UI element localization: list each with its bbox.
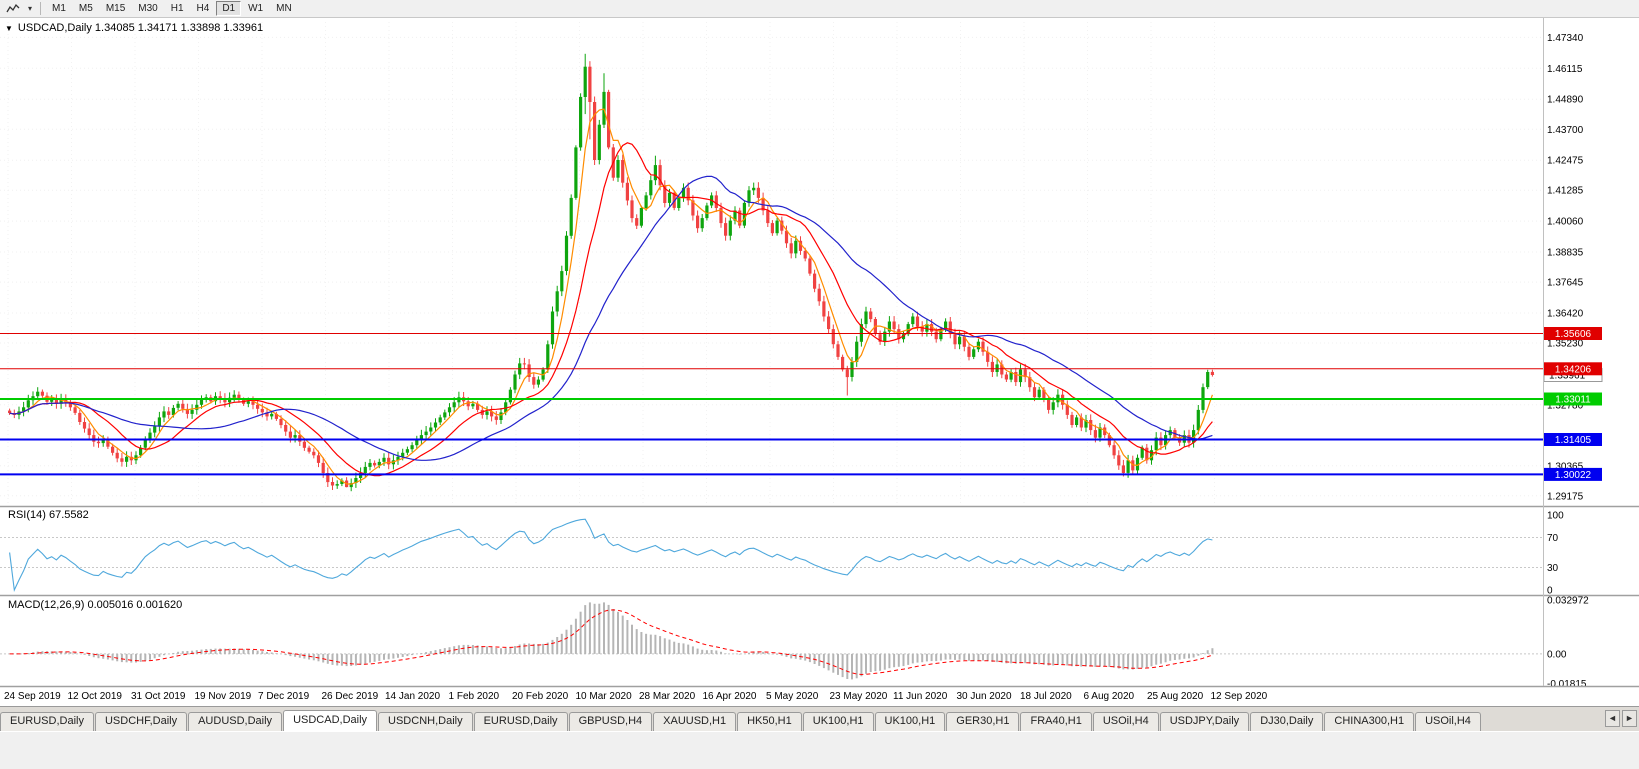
svg-text:19 Nov 2019: 19 Nov 2019 <box>195 691 252 702</box>
svg-text:0.032972: 0.032972 <box>1547 595 1589 606</box>
svg-text:70: 70 <box>1547 533 1559 544</box>
price-chart-svg[interactable]: 1.47340 1.46115 1.44890 1.43700 1.42475 1.412… <box>0 18 1639 706</box>
svg-text:0: 0 <box>1547 586 1553 597</box>
svg-text:MACD(12,26,9) 0.005016 0.00162: MACD(12,26,9) 0.005016 0.001620 <box>8 599 182 611</box>
tab-eurusd-daily[interactable]: EURUSD,Daily <box>473 712 568 731</box>
svg-text:1.35230: 1.35230 <box>1547 339 1584 350</box>
svg-text:1.29175: 1.29175 <box>1547 491 1584 502</box>
chart-canvas[interactable]: ▼ USDCAD,Daily 1.34085 1.34171 1.33898 1… <box>0 18 1639 706</box>
svg-text:14 Jan 2020: 14 Jan 2020 <box>385 691 440 702</box>
one-click-trading-arrow-icon[interactable]: ▼ <box>5 23 13 33</box>
svg-text:11 Jun 2020: 11 Jun 2020 <box>893 691 948 702</box>
toolbar-separator <box>40 2 41 15</box>
timeframe-button-group: M1 M5 M15 M30 H1 H4 D1 W1 MN <box>46 1 298 16</box>
svg-text:1.33961: 1.33961 <box>1549 371 1586 382</box>
svg-text:1.35606: 1.35606 <box>1555 329 1592 340</box>
svg-text:1.44890: 1.44890 <box>1547 95 1584 106</box>
svg-text:30 Jun 2020: 30 Jun 2020 <box>957 691 1012 702</box>
timeframe-button-mn[interactable]: MN <box>270 1 298 16</box>
svg-text:1.40060: 1.40060 <box>1547 217 1584 228</box>
tab-hk50-h1[interactable]: HK50,H1 <box>737 712 802 731</box>
svg-text:1.30022: 1.30022 <box>1555 470 1592 481</box>
tab-dj30-daily[interactable]: DJ30,Daily <box>1250 712 1324 731</box>
tab-usdjpy-daily[interactable]: USDJPY,Daily <box>1159 712 1250 731</box>
svg-text:25 Aug 2020: 25 Aug 2020 <box>1147 691 1204 702</box>
svg-text:1.32780: 1.32780 <box>1547 400 1584 411</box>
tab-audusd-daily[interactable]: AUDUSD,Daily <box>188 712 283 731</box>
tab-ger30-h1[interactable]: GER30,H1 <box>946 712 1020 731</box>
svg-text:100: 100 <box>1547 511 1564 522</box>
svg-text:1.42475: 1.42475 <box>1547 156 1584 167</box>
svg-text:1.36420: 1.36420 <box>1547 309 1584 320</box>
timeframe-button-m30[interactable]: M30 <box>132 1 163 16</box>
tab-uk100-h1[interactable]: UK100,H1 <box>802 712 874 731</box>
svg-text:RSI(14) 67.5582: RSI(14) 67.5582 <box>8 509 89 521</box>
caret-down-icon[interactable]: ▾ <box>27 4 32 13</box>
tab-gbpusd-h4[interactable]: GBPUSD,H4 <box>568 712 653 731</box>
timeframe-button-m5[interactable]: M5 <box>73 1 99 16</box>
svg-text:1.37645: 1.37645 <box>1547 278 1584 289</box>
timeframe-button-m15[interactable]: M15 <box>100 1 131 16</box>
tab-scroll-left-icon[interactable]: ◄ <box>1605 709 1620 727</box>
svg-text:12 Oct 2019: 12 Oct 2019 <box>68 691 123 702</box>
timeframe-button-h1[interactable]: H1 <box>165 1 190 16</box>
svg-text:1.31405: 1.31405 <box>1555 435 1592 446</box>
timeframe-button-h4[interactable]: H4 <box>191 1 216 16</box>
svg-text:1.33011: 1.33011 <box>1555 395 1591 406</box>
tab-list: EURUSD,Daily USDCHF,Daily AUDUSD,Daily USDC… <box>0 710 1482 731</box>
tab-scroll-arrows: ◄ ► <box>1603 707 1639 729</box>
tab-usdcnh-daily[interactable]: USDCNH,Daily <box>378 712 473 731</box>
chart-title-text: USDCAD,Daily 1.34085 1.34171 1.33898 1.3… <box>17 22 264 34</box>
top-toolbar: ▾ M1 M5 M15 M30 H1 H4 D1 W1 MN <box>0 0 1639 18</box>
svg-text:-0.01815: -0.01815 <box>1547 679 1587 690</box>
chart-line-icon[interactable] <box>2 0 24 17</box>
svg-text:5 May 2020: 5 May 2020 <box>766 691 819 702</box>
svg-text:16 Apr 2020: 16 Apr 2020 <box>703 691 757 702</box>
svg-text:1.30365: 1.30365 <box>1547 461 1584 472</box>
svg-text:10 Mar 2020: 10 Mar 2020 <box>576 691 633 702</box>
svg-text:28 Mar 2020: 28 Mar 2020 <box>639 691 696 702</box>
svg-text:30: 30 <box>1547 563 1559 574</box>
tab-usdchf-daily[interactable]: USDCHF,Daily <box>94 712 188 731</box>
tab-fra40-h1[interactable]: FRA40,H1 <box>1020 712 1092 731</box>
tab-usdcad-daily[interactable]: USDCAD,Daily <box>283 710 378 731</box>
svg-text:1.34206: 1.34206 <box>1555 364 1592 375</box>
tab-usoil-h4[interactable]: USOil,H4 <box>1415 712 1481 731</box>
svg-text:1.46115: 1.46115 <box>1547 64 1583 75</box>
svg-text:1.43700: 1.43700 <box>1547 125 1584 136</box>
tab-usoil-h4[interactable]: USOil,H4 <box>1092 712 1159 731</box>
svg-text:6 Aug 2020: 6 Aug 2020 <box>1084 691 1135 702</box>
svg-text:1.41285: 1.41285 <box>1547 186 1584 197</box>
svg-text:31 Oct 2019: 31 Oct 2019 <box>131 691 186 702</box>
chart-tab-bar: EURUSD,Daily USDCHF,Daily AUDUSD,Daily USDC… <box>0 706 1639 731</box>
svg-text:12 Sep 2020: 12 Sep 2020 <box>1211 691 1268 702</box>
svg-text:7 Dec 2019: 7 Dec 2019 <box>258 691 310 702</box>
tab-xauusd-h1[interactable]: XAUUSD,H1 <box>653 712 737 731</box>
svg-text:1.47340: 1.47340 <box>1547 33 1584 44</box>
chart-header: ▼ USDCAD,Daily 1.34085 1.34171 1.33898 1… <box>5 22 263 34</box>
svg-text:1.38835: 1.38835 <box>1547 248 1584 259</box>
timeframe-button-d1[interactable]: D1 <box>216 1 242 16</box>
tab-china300-h1[interactable]: CHINA300,H1 <box>1324 712 1415 731</box>
tab-scroll-right-icon[interactable]: ► <box>1622 709 1637 727</box>
tab-uk100-h1[interactable]: UK100,H1 <box>874 712 946 731</box>
svg-text:26 Dec 2019: 26 Dec 2019 <box>322 691 379 702</box>
svg-text:20 Feb 2020: 20 Feb 2020 <box>512 691 569 702</box>
svg-text:24 Sep 2019: 24 Sep 2019 <box>4 691 61 702</box>
svg-text:0.00: 0.00 <box>1547 649 1567 660</box>
svg-text:1 Feb 2020: 1 Feb 2020 <box>449 691 500 702</box>
timeframe-button-w1[interactable]: W1 <box>242 1 269 16</box>
svg-text:18 Jul 2020: 18 Jul 2020 <box>1020 691 1072 702</box>
tab-eurusd-daily[interactable]: EURUSD,Daily <box>0 712 94 731</box>
timeframe-button-m1[interactable]: M1 <box>46 1 72 16</box>
svg-text:23 May 2020: 23 May 2020 <box>830 691 888 702</box>
status-bar <box>0 731 1639 769</box>
